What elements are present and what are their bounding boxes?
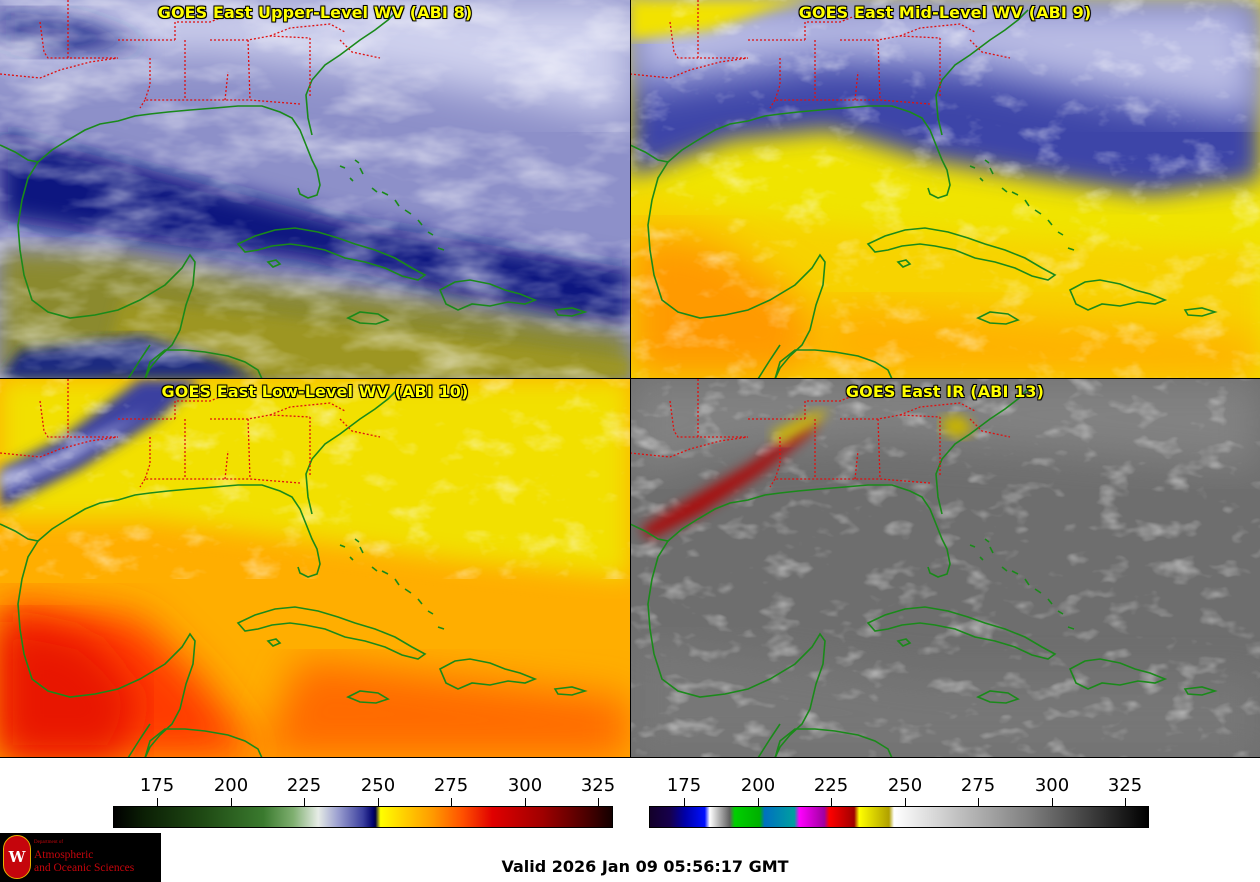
panel-bottom-edge xyxy=(0,757,1260,758)
wv-tick-label: 250 xyxy=(360,775,396,796)
wv-tick-mark xyxy=(598,798,599,806)
ir-tick-label: 175 xyxy=(666,775,702,796)
wv-tick-mark xyxy=(451,798,452,806)
ir-tick-mark xyxy=(684,798,685,806)
aos-logo: W Department of Atmospheric and Oceanic … xyxy=(0,833,161,882)
wv-tick-label: 300 xyxy=(507,775,543,796)
ir-tick-label: 300 xyxy=(1034,775,1070,796)
ir-tick-label: 275 xyxy=(960,775,996,796)
panel-low-level-wv: GOES East Low-Level WV (ABI 10) xyxy=(0,379,630,758)
panel-title: GOES East Upper-Level WV (ABI 8) xyxy=(157,3,473,22)
wv-tick-label: 325 xyxy=(580,775,616,796)
panel-upper-level-wv: GOES East Upper-Level WV (ABI 8) xyxy=(0,0,630,379)
ir-tick-label: 200 xyxy=(740,775,776,796)
logo-dept: Department of xyxy=(34,840,64,845)
ir-tick-mark xyxy=(1052,798,1053,806)
wv-tick-mark xyxy=(304,798,305,806)
ir-tick-label: 250 xyxy=(887,775,923,796)
ir-tick-mark xyxy=(758,798,759,806)
ir-tick-mark xyxy=(905,798,906,806)
ir-tick-mark xyxy=(978,798,979,806)
panel-title: GOES East Low-Level WV (ABI 10) xyxy=(161,382,469,401)
panel-title: GOES East Mid-Level WV (ABI 9) xyxy=(798,3,1092,22)
wv-tick-mark xyxy=(157,798,158,806)
panel-mid-level-wv: GOES East Mid-Level WV (ABI 9) xyxy=(630,0,1260,379)
wv-upper-imagery xyxy=(0,0,630,379)
ir-imagery xyxy=(630,379,1260,758)
wv-tick-mark xyxy=(231,798,232,806)
wv-colorbar xyxy=(113,806,613,828)
ir-tick-mark xyxy=(831,798,832,806)
ir-colorbar xyxy=(649,806,1149,828)
ir-tick-mark xyxy=(1125,798,1126,806)
panel-divider-vertical xyxy=(630,0,631,758)
ir-tick-label: 325 xyxy=(1107,775,1143,796)
wv-tick-mark xyxy=(378,798,379,806)
wv-low-imagery xyxy=(0,379,630,758)
wv-tick-label: 175 xyxy=(139,775,175,796)
wv-tick-label: 275 xyxy=(433,775,469,796)
wv-mid-imagery xyxy=(630,0,1260,379)
wv-tick-label: 200 xyxy=(213,775,249,796)
logo-line2: and Oceanic Sciences xyxy=(34,862,135,874)
logo-line1: Atmospheric xyxy=(34,849,94,861)
uw-seal-icon: W xyxy=(3,835,31,879)
wv-tick-label: 225 xyxy=(286,775,322,796)
panel-ir: GOES East IR (ABI 13) xyxy=(630,379,1260,758)
wv-tick-mark xyxy=(525,798,526,806)
valid-time: Valid 2026 Jan 09 05:56:17 GMT xyxy=(501,857,789,876)
ir-tick-label: 225 xyxy=(813,775,849,796)
panel-divider-horizontal xyxy=(0,378,1260,379)
panel-title: GOES East IR (ABI 13) xyxy=(845,382,1045,401)
